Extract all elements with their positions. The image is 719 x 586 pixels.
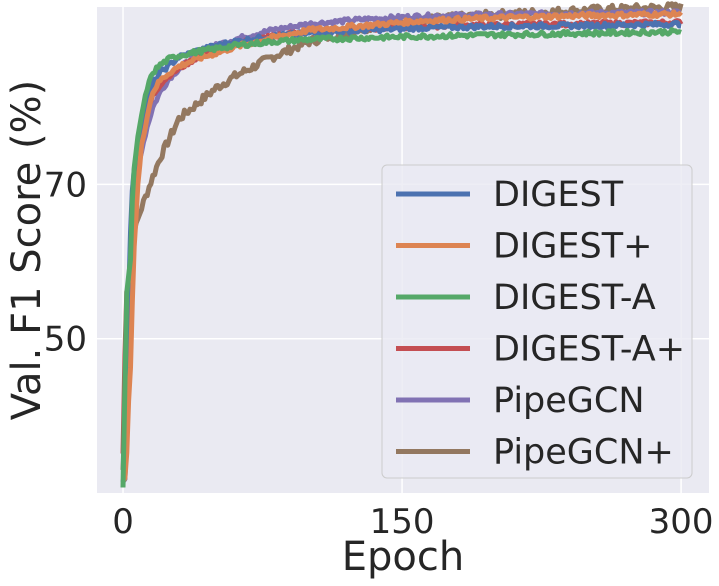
x-tick-label: 300 <box>649 502 714 542</box>
legend-label: PipeGCN+ <box>493 433 674 473</box>
y-tick-label: 50 <box>44 320 87 360</box>
series-line-digest-a <box>120 27 682 488</box>
legend: DIGEST DIGEST+ DIGEST-A DIGEST-A+ PipeGCN Pip… <box>381 164 693 479</box>
legend-label: DIGEST <box>493 175 624 215</box>
series-line-digest-plus <box>120 9 683 483</box>
x-tick-label: 150 <box>370 502 435 542</box>
y-tick-label: 70 <box>44 165 87 205</box>
x-ticks: 0 150 300 <box>112 502 713 542</box>
legend-label: DIGEST-A+ <box>493 330 685 370</box>
legend-label: PipeGCN <box>493 381 645 421</box>
x-axis-label: Epoch <box>342 534 464 580</box>
y-ticks: 50 70 <box>44 165 87 359</box>
legend-label: DIGEST-A <box>493 278 656 318</box>
legend-label: DIGEST+ <box>493 227 652 267</box>
x-tick-label: 0 <box>112 502 134 542</box>
y-axis-label: Val. F1 Score (%) <box>4 80 50 420</box>
series-layer <box>120 1 684 488</box>
